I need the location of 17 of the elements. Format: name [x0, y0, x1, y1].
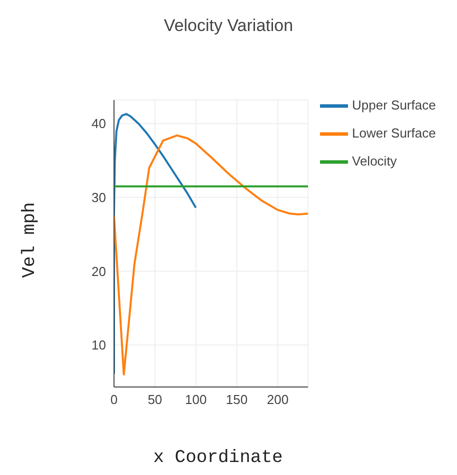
legend-label: Lower Surface [352, 125, 436, 140]
y-axis-title: Vel mph [20, 202, 40, 278]
x-tick-label: 150 [226, 392, 248, 408]
x-axis-title: x Coordinate [152, 448, 284, 468]
y-tick-label: 30 [92, 190, 106, 206]
chart-title: Velocity Variation [162, 16, 294, 36]
line-series [114, 113, 197, 375]
legend-label: Velocity [352, 153, 397, 168]
legend-label: Upper Surface [352, 97, 436, 112]
y-tick-label: 10 [92, 338, 106, 353]
line-series [114, 134, 308, 376]
x-tick-label: 200 [266, 392, 289, 408]
x-tick-label: 100 [185, 392, 207, 408]
x-tick-label: 0 [110, 392, 118, 408]
y-tick-label: 20 [92, 264, 106, 279]
y-tick-label: 40 [92, 116, 106, 132]
x-tick-label: 50 [148, 392, 162, 408]
